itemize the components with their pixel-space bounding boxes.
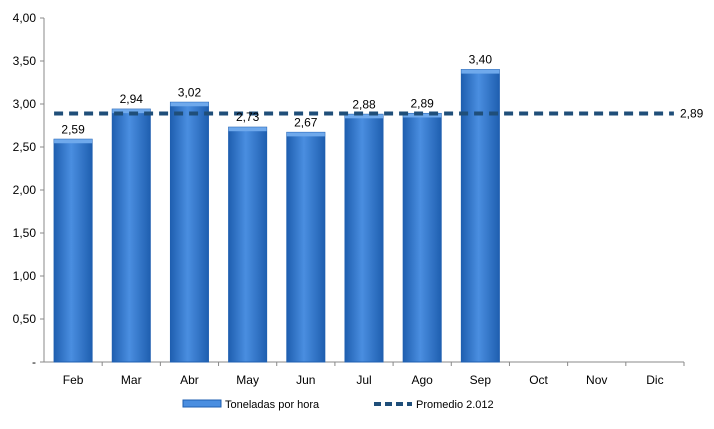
bar-top-bevel <box>345 114 383 119</box>
data-label: 3,40 <box>469 53 493 67</box>
bar <box>53 138 93 363</box>
data-label: 2,88 <box>352 97 376 111</box>
x-tick-label: May <box>236 373 259 387</box>
x-tick-label: Ago <box>412 373 434 387</box>
x-tick-label: Oct <box>529 373 548 387</box>
bar <box>344 113 384 363</box>
x-tick-label: Dic <box>646 373 663 387</box>
bar <box>460 69 500 363</box>
data-label: 2,59 <box>61 122 85 136</box>
average-line-label: 2,89 <box>680 106 704 120</box>
legend-bar-swatch <box>182 399 222 408</box>
data-label: 2,67 <box>294 115 318 129</box>
y-tick-label: 1,00 <box>13 269 37 283</box>
bar-series <box>53 69 500 363</box>
y-tick-label: 0,50 <box>13 312 37 326</box>
y-tick-label: 2,50 <box>13 140 37 154</box>
x-tick-label: Sep <box>470 373 492 387</box>
data-labels: 2,59 2,94 3,02 2,73 2,67 2,88 2,89 3,40 2,89 <box>61 53 703 137</box>
bar <box>286 131 326 363</box>
bar-top-bevel <box>170 102 209 107</box>
data-label: 2,73 <box>236 110 260 124</box>
y-tick-label: - <box>32 355 36 369</box>
x-tick-label: Nov <box>586 373 607 387</box>
x-tick-label: Jun <box>296 373 315 387</box>
x-axis: Feb Mar Abr May Jun Jul Ago Sep Oct Nov Dic <box>44 361 685 387</box>
data-label: 2,89 <box>411 96 435 110</box>
data-label: 3,02 <box>178 85 202 99</box>
bar <box>402 112 442 363</box>
y-tick-label: 3,50 <box>13 54 37 68</box>
bar <box>169 101 209 363</box>
bar-top-bevel <box>286 132 325 137</box>
bar-top-bevel <box>228 127 267 132</box>
legend-line-label: Promedio 2.012 <box>416 399 494 411</box>
bar-top-bevel <box>461 69 500 74</box>
y-axis: - 0,50 1,00 1,50 2,00 2,50 3,00 3,50 4,00 <box>13 11 45 369</box>
x-tick-label: Jul <box>356 373 371 387</box>
x-tick-label: Mar <box>121 373 142 387</box>
x-tick-label: Abr <box>180 373 199 387</box>
bar <box>111 108 151 363</box>
legend: Toneladas por hora Promedio 2.012 <box>182 399 494 411</box>
legend-bar-label: Toneladas por hora <box>225 399 320 411</box>
bar-top-bevel <box>54 139 93 144</box>
y-tick-label: 2,00 <box>13 183 37 197</box>
bar-top-bevel <box>112 109 151 114</box>
bar <box>228 126 268 363</box>
y-tick-label: 1,50 <box>13 226 37 240</box>
y-tick-label: 4,00 <box>13 11 37 25</box>
data-label: 2,94 <box>120 92 144 106</box>
y-tick-label: 3,00 <box>13 97 37 111</box>
x-tick-label: Feb <box>63 373 84 387</box>
